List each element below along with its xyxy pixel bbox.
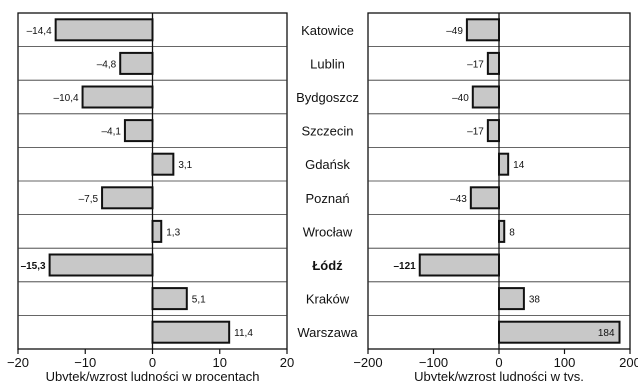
right-x-tick-label: 200 [619,355,638,370]
right-bar [498,219,506,243]
left-bar [119,51,154,75]
left-bar [48,253,154,277]
right-data-label: –49 [446,26,463,37]
category-label: Katowice [301,23,354,38]
left-data-label: –7,5 [79,194,99,205]
right-data-label: –121 [393,261,416,272]
right-bar [469,186,500,210]
category-label: Bydgoszcz [296,90,359,105]
left-x-axis-label: Ubytek/wzrost ludności w procentach [46,369,260,381]
right-bar [418,253,500,277]
left-bar [151,152,175,176]
left-x-tick-label: 10 [213,355,227,370]
right-bar [486,51,500,75]
right-x-axis-label: Ubytek/wzrost ludności w tys. [414,369,584,381]
category-label: Poznań [305,191,349,206]
left-x-tick-label: −20 [7,355,29,370]
right-bar [471,85,500,109]
left-data-label: –4,8 [97,59,117,70]
left-data-label: 11,4 [234,328,253,339]
left-x-tick-label: 20 [280,355,294,370]
right-x-tick-label: −200 [353,355,382,370]
left-x-tick-label: −10 [74,355,96,370]
left-data-label: –14,4 [27,26,52,37]
right-bar [486,119,500,143]
left-bar [101,186,154,210]
right-data-label: 38 [529,295,541,306]
left-data-label: –4,1 [101,127,121,138]
category-label: Szczecin [301,124,353,139]
left-data-label: –10,4 [54,93,79,104]
left-chart-panel: –14,4 –4,8 –10,4 –4,1 3,1 –7,5 1,3 –15,3 5,1 11,4… [7,12,294,381]
right-bar [498,287,525,311]
left-bar [151,287,188,311]
left-bar [123,119,154,143]
category-label: Warszawa [297,325,358,340]
category-label: Lublin [310,56,345,71]
left-data-label: 3,1 [178,160,192,171]
right-data-label: 184 [598,328,615,339]
right-x-tick-label: 0 [495,355,502,370]
right-x-tick-label: 100 [554,355,576,370]
left-bar [81,85,154,109]
right-data-label: –43 [450,194,467,205]
left-x-tick-label: 0 [149,355,156,370]
left-data-label: 1,3 [166,227,180,238]
category-label: Kraków [306,292,350,307]
category-label: Gdańsk [305,157,350,172]
left-bar [54,18,154,42]
right-data-label: 8 [509,227,515,238]
category-label: Łódź [312,258,343,273]
right-bar [465,18,500,42]
city-category-labels: Katowice Lublin Bydgoszcz Szczecin Gdańsk Poz… [296,23,359,340]
right-data-label: –17 [467,127,484,138]
right-x-tick-label: −100 [419,355,448,370]
left-bar [151,320,231,344]
right-bar [498,152,510,176]
right-data-label: 14 [513,160,525,171]
right-data-label: –40 [452,93,469,104]
right-chart-panel: –49 –17 –40 –17 14 –43 8 –121 38 184 −200 −100 0 100 2… [353,12,638,381]
right-data-label: –17 [467,59,484,70]
left-data-label: –15,3 [21,261,46,272]
left-data-label: 5,1 [192,295,206,306]
right-bar [498,320,621,344]
category-label: Wrocław [303,224,353,239]
left-bar [151,219,163,243]
